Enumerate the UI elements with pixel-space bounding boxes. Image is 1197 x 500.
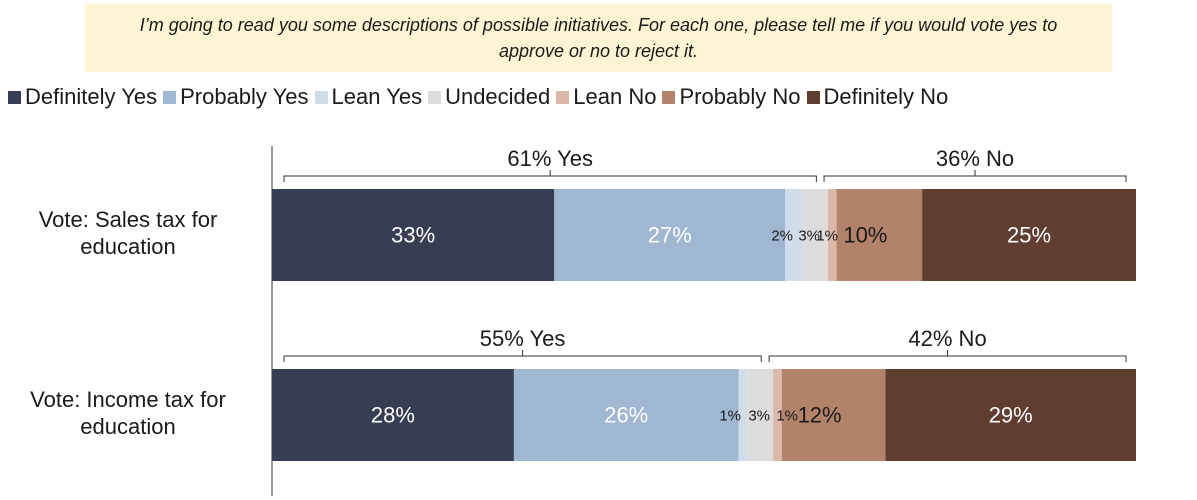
- yes-bracket: [283, 350, 762, 362]
- bar-segment-definitely-yes: [272, 189, 555, 281]
- data-label: 1%: [719, 407, 741, 424]
- data-label: 1%: [776, 407, 798, 424]
- legend-label: Definitely Yes: [25, 84, 158, 109]
- legend-label: Probably No: [679, 84, 801, 109]
- bar-segment-probably-yes: [513, 369, 739, 461]
- bar-segment-lean-no: [773, 369, 782, 461]
- legend-item-probably-yes: Probably Yes: [163, 84, 309, 110]
- legend-swatch: [163, 90, 177, 104]
- data-label: 12%: [798, 403, 842, 428]
- question-text: I’m going to read you some descriptions …: [85, 4, 1112, 72]
- legend-swatch: [314, 90, 328, 104]
- yes-total-label: 61% Yes: [507, 146, 593, 171]
- category-label: education: [80, 234, 175, 259]
- data-label: 3%: [798, 227, 820, 244]
- no-bracket: [768, 350, 1127, 362]
- data-label: 1%: [816, 227, 838, 244]
- legend-label: Lean Yes: [331, 84, 423, 109]
- no-total-label: 36% No: [936, 146, 1014, 171]
- legend-item-lean-yes: Lean Yes: [314, 84, 423, 110]
- data-label: 28%: [371, 403, 415, 428]
- legend-item-definitely-no: Definitely No: [806, 84, 949, 110]
- legend: Definitely Yes Probably Yes Lean Yes Undeci…: [8, 84, 1197, 110]
- bar-segment-lean-yes: [785, 189, 803, 281]
- legend-swatch: [8, 90, 21, 104]
- no-total-label: 42% No: [908, 326, 986, 351]
- legend-item-definitely-yes: Definitely Yes: [8, 84, 157, 110]
- category-label: Vote: Income tax for: [30, 387, 226, 412]
- bar-segment-definitely-yes: [272, 369, 514, 461]
- data-label: 33%: [391, 223, 435, 248]
- bar-segment-definitely-no: [922, 189, 1136, 281]
- legend-swatch: [556, 90, 570, 104]
- legend-item-undecided: Undecided: [428, 84, 550, 110]
- bar-segment-undecided: [747, 369, 774, 461]
- bar-segment-probably-no: [836, 189, 923, 281]
- data-label: 25%: [1007, 223, 1051, 248]
- category-label: education: [80, 414, 175, 439]
- legend-label: Lean No: [573, 84, 657, 109]
- legend-swatch: [428, 90, 442, 104]
- data-label: 3%: [748, 407, 770, 424]
- bar-segment-lean-no: [828, 189, 837, 281]
- legend-label: Undecided: [445, 84, 551, 109]
- yes-bracket: [283, 170, 817, 182]
- legend-item-probably-no: Probably No: [662, 84, 801, 110]
- data-label: 2%: [771, 227, 793, 244]
- data-label: 27%: [648, 223, 692, 248]
- legend-item-lean-no: Lean No: [556, 84, 656, 110]
- legend-label: Probably Yes: [180, 84, 309, 109]
- legend-swatch: [806, 90, 820, 104]
- bar-segment-definitely-no: [885, 369, 1136, 461]
- no-bracket: [823, 170, 1127, 182]
- bar-segment-probably-yes: [554, 189, 786, 281]
- category-label: Vote: Sales tax for: [39, 207, 218, 232]
- data-label: 29%: [989, 403, 1033, 428]
- legend-swatch: [662, 90, 676, 104]
- bar-segment-undecided: [802, 189, 829, 281]
- bar-segment-lean-yes: [738, 369, 748, 461]
- bar-segment-probably-no: [781, 369, 886, 461]
- data-label: 26%: [604, 403, 648, 428]
- data-label: 10%: [843, 223, 887, 248]
- legend-label: Definitely No: [823, 84, 949, 109]
- yes-total-label: 55% Yes: [480, 326, 566, 351]
